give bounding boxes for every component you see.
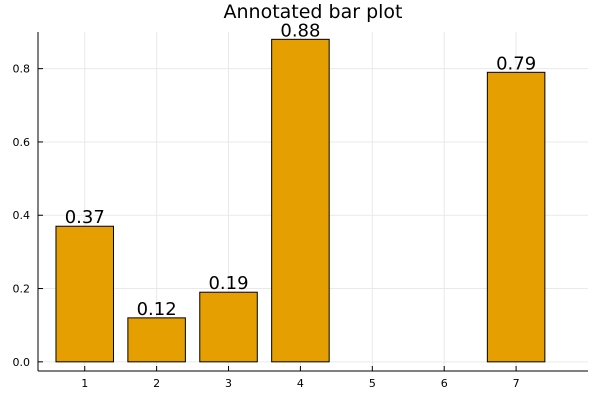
x-tick-label: 7 bbox=[513, 377, 520, 390]
y-tick-label: 0.2 bbox=[13, 283, 31, 296]
data-label-3: 0.19 bbox=[208, 273, 248, 294]
bar-7 bbox=[486, 71, 546, 363]
bar-3 bbox=[199, 291, 258, 363]
bar-4 bbox=[271, 38, 330, 363]
chart-title: Annotated bar plot bbox=[223, 1, 402, 23]
data-label-4: 0.88 bbox=[280, 20, 320, 41]
x-tick-label: 3 bbox=[225, 377, 232, 390]
bars bbox=[55, 38, 546, 363]
y-tick-label: 0.4 bbox=[13, 209, 31, 222]
x-tick-label: 6 bbox=[441, 377, 448, 390]
data-label-7: 0.79 bbox=[496, 53, 536, 74]
data-label-2: 0.12 bbox=[137, 299, 177, 320]
ticks: 1 2 3 4 5 6 7 0.0 0.2 0.4 0.6 0.8 bbox=[13, 63, 520, 390]
y-tick-label: 0.8 bbox=[13, 63, 31, 76]
axes bbox=[37, 32, 588, 372]
bar-1 bbox=[55, 225, 114, 363]
x-tick-label: 2 bbox=[153, 377, 160, 390]
data-labels: 0.37 0.12 0.19 0.88 0.79 bbox=[65, 20, 536, 320]
y-tick-label: 0.0 bbox=[13, 356, 31, 369]
x-tick-label: 4 bbox=[297, 377, 304, 390]
x-tick-label: 5 bbox=[369, 377, 376, 390]
bar-2 bbox=[127, 317, 186, 363]
data-label-1: 0.37 bbox=[65, 207, 105, 228]
x-tick-label: 1 bbox=[81, 377, 88, 390]
y-tick-label: 0.6 bbox=[13, 136, 31, 149]
